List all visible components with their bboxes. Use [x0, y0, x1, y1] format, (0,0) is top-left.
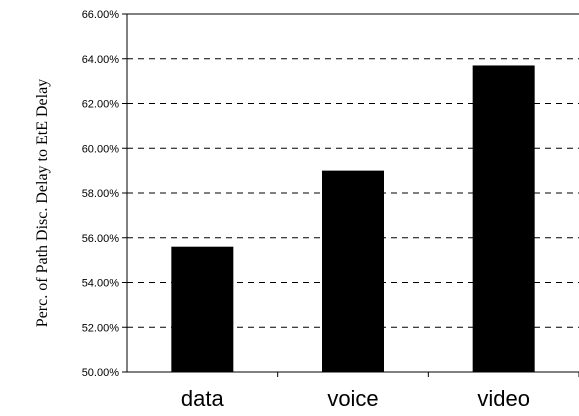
y-tick-label: 54.00% — [82, 278, 120, 290]
x-tick-labels: data voice video — [181, 386, 530, 411]
y-tick-label: 56.00% — [82, 233, 120, 245]
bar-data — [171, 247, 233, 372]
x-tick-label: data — [181, 386, 225, 411]
y-tick-label: 58.00% — [82, 188, 120, 200]
y-tick-label: 64.00% — [82, 54, 120, 66]
bar-video — [473, 65, 535, 372]
y-tick-label: 52.00% — [82, 322, 120, 334]
y-tick-label: 50.00% — [82, 367, 120, 379]
y-axis-title: Perc. of Path Disc. Delay to EtE Delay — [34, 79, 51, 327]
x-tick-label: video — [477, 386, 530, 411]
bar-voice — [322, 171, 384, 372]
y-tick-label: 66.00% — [82, 9, 120, 21]
y-tick-label: 60.00% — [82, 143, 120, 155]
bars — [171, 65, 534, 372]
x-tick-label: voice — [327, 386, 378, 411]
y-tick-label: 62.00% — [82, 99, 120, 111]
y-tick-labels: 50.00% 52.00% 54.00% 56.00% 58.00% 60.00% 62.0… — [82, 9, 120, 379]
